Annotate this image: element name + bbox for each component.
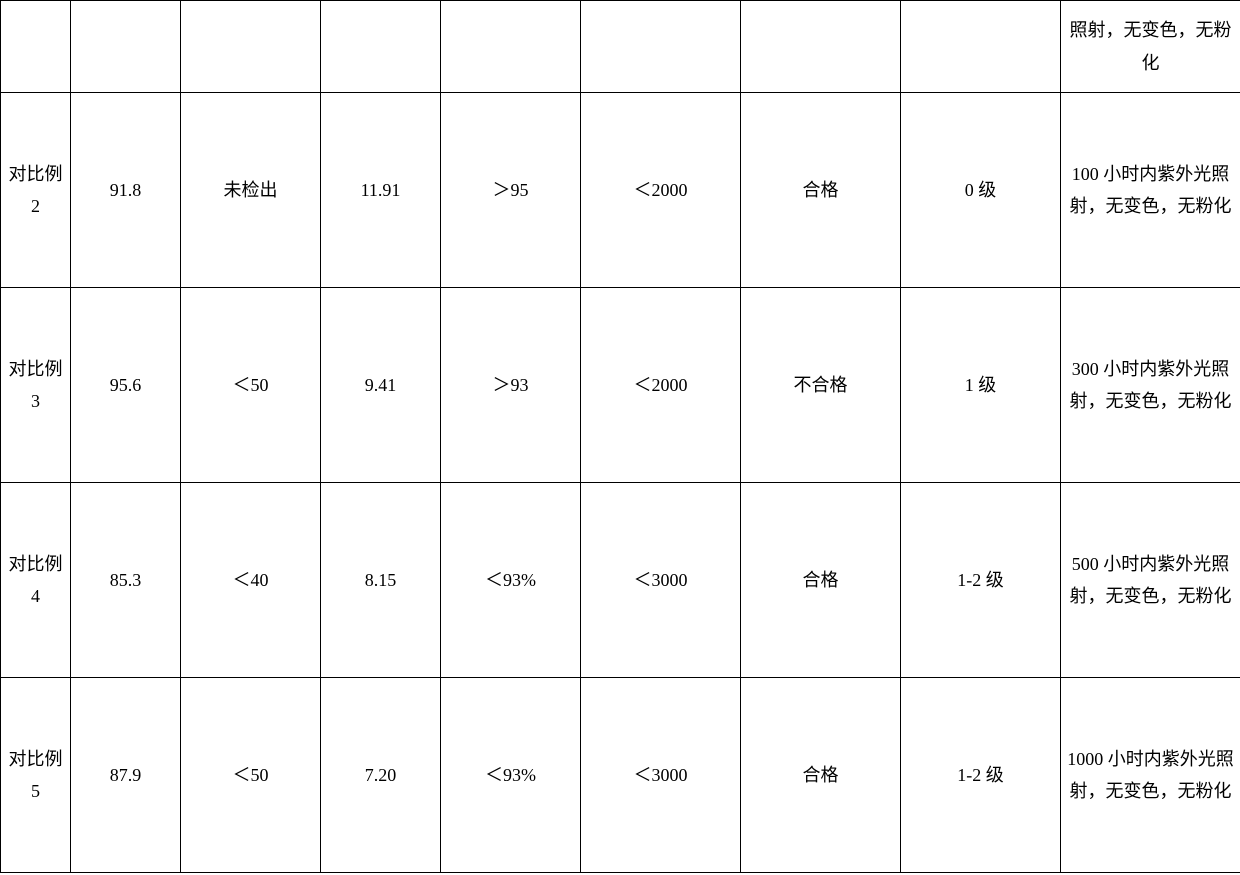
cell: 8.15 [321, 483, 441, 678]
cell-row-label: 对比例 5 [1, 678, 71, 873]
cell: 合格 [741, 678, 901, 873]
cell: 7.20 [321, 678, 441, 873]
table-row: 对比例 3 95.6 ＜50 9.41 ＞93 ＜2000 不合格 1 级 30… [1, 288, 1240, 483]
cell: 未检出 [181, 93, 321, 288]
cell [181, 1, 321, 93]
cell: 95.6 [71, 288, 181, 483]
cell: 不合格 [741, 288, 901, 483]
cell [901, 1, 1061, 93]
cell [71, 1, 181, 93]
cell: ＞95 [441, 93, 581, 288]
table-row: 照射，无变色，无粉化 [1, 1, 1240, 93]
cell: 合格 [741, 93, 901, 288]
cell [741, 1, 901, 93]
cell: ＜3000 [581, 678, 741, 873]
cell: 1000 小时内紫外光照射，无变色，无粉化 [1061, 678, 1240, 873]
cell: ＞93 [441, 288, 581, 483]
cell [1, 1, 71, 93]
cell: 照射，无变色，无粉化 [1061, 1, 1240, 93]
cell: ＜40 [181, 483, 321, 678]
cell: ＜50 [181, 288, 321, 483]
cell: 11.91 [321, 93, 441, 288]
table-row: 对比例 5 87.9 ＜50 7.20 ＜93% ＜3000 合格 1-2 级 … [1, 678, 1240, 873]
cell-row-label: 对比例 4 [1, 483, 71, 678]
table-row: 对比例 4 85.3 ＜40 8.15 ＜93% ＜3000 合格 1-2 级 … [1, 483, 1240, 678]
table-row: 对比例 2 91.8 未检出 11.91 ＞95 ＜2000 合格 0 级 10… [1, 93, 1240, 288]
cell [581, 1, 741, 93]
cell: 0 级 [901, 93, 1061, 288]
cell [441, 1, 581, 93]
cell: ＜50 [181, 678, 321, 873]
cell: 100 小时内紫外光照射，无变色，无粉化 [1061, 93, 1240, 288]
cell: ＜2000 [581, 93, 741, 288]
cell: 1-2 级 [901, 483, 1061, 678]
cell: ＜93% [441, 483, 581, 678]
cell: 9.41 [321, 288, 441, 483]
cell [321, 1, 441, 93]
cell: 1-2 级 [901, 678, 1061, 873]
cell: 500 小时内紫外光照射，无变色，无粉化 [1061, 483, 1240, 678]
cell: ＜3000 [581, 483, 741, 678]
cell-row-label: 对比例 3 [1, 288, 71, 483]
cell: ＜93% [441, 678, 581, 873]
data-table: 照射，无变色，无粉化 对比例 2 91.8 未检出 11.91 ＞95 ＜200… [0, 0, 1240, 873]
cell: 87.9 [71, 678, 181, 873]
cell: 91.8 [71, 93, 181, 288]
cell: 1 级 [901, 288, 1061, 483]
cell: ＜2000 [581, 288, 741, 483]
cell: 300 小时内紫外光照射，无变色，无粉化 [1061, 288, 1240, 483]
cell: 合格 [741, 483, 901, 678]
cell: 85.3 [71, 483, 181, 678]
cell-row-label: 对比例 2 [1, 93, 71, 288]
